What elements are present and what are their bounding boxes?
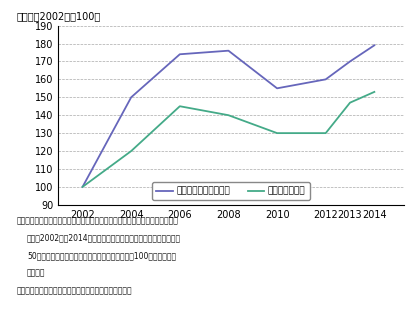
輸出額／中堅中小企業 bbox=[80, 185, 85, 189]
輸出額／大企業 bbox=[226, 113, 231, 117]
Text: 備考：モノの輸出額。卸小売業を除く企業活動基本調査の調査対象全業種（た: 備考：モノの輸出額。卸小売業を除く企業活動基本調査の調査対象全業種（た bbox=[17, 216, 178, 225]
Text: 50人以上の企業のみ（大企業は、ここでは資本金100億円以上とし: 50人以上の企業のみ（大企業は、ここでは資本金100億円以上とし bbox=[27, 251, 176, 260]
輸出額／大企業 bbox=[177, 104, 182, 108]
Text: だし、2002年～2014年の間に追加された業種を除く）。従業員数: だし、2002年～2014年の間に追加された業種を除く）。従業員数 bbox=[27, 234, 181, 243]
Line: 輸出額／大企業: 輸出額／大企業 bbox=[82, 92, 374, 187]
輸出額／大企業 bbox=[372, 90, 377, 94]
Text: （指数、2002年＝100）: （指数、2002年＝100） bbox=[17, 11, 101, 21]
輸出額／大企業 bbox=[275, 131, 280, 135]
輸出額／中堅中小企業 bbox=[226, 49, 231, 52]
輸出額／中堅中小企業 bbox=[275, 86, 280, 90]
輸出額／大企業 bbox=[347, 101, 352, 105]
Legend: 輸出額／中堅中小企業, 輸出額／大企業: 輸出額／中堅中小企業, 輸出額／大企業 bbox=[152, 182, 310, 200]
輸出額／大企業 bbox=[80, 185, 85, 189]
Line: 輸出額／中堅中小企業: 輸出額／中堅中小企業 bbox=[82, 45, 374, 187]
Text: た。）。: た。）。 bbox=[27, 269, 45, 278]
輸出額／中堅中小企業 bbox=[129, 95, 134, 99]
輸出額／中堅中小企業 bbox=[372, 44, 377, 47]
輸出額／大企業 bbox=[129, 149, 134, 153]
輸出額／中堅中小企業 bbox=[323, 77, 328, 81]
Text: 資料：経済産業省「企業活動基本調査」から再編加工。: 資料：経済産業省「企業活動基本調査」から再編加工。 bbox=[17, 286, 132, 295]
輸出額／中堅中小企業 bbox=[347, 60, 352, 63]
輸出額／中堅中小企業 bbox=[177, 52, 182, 56]
輸出額／大企業 bbox=[323, 131, 328, 135]
